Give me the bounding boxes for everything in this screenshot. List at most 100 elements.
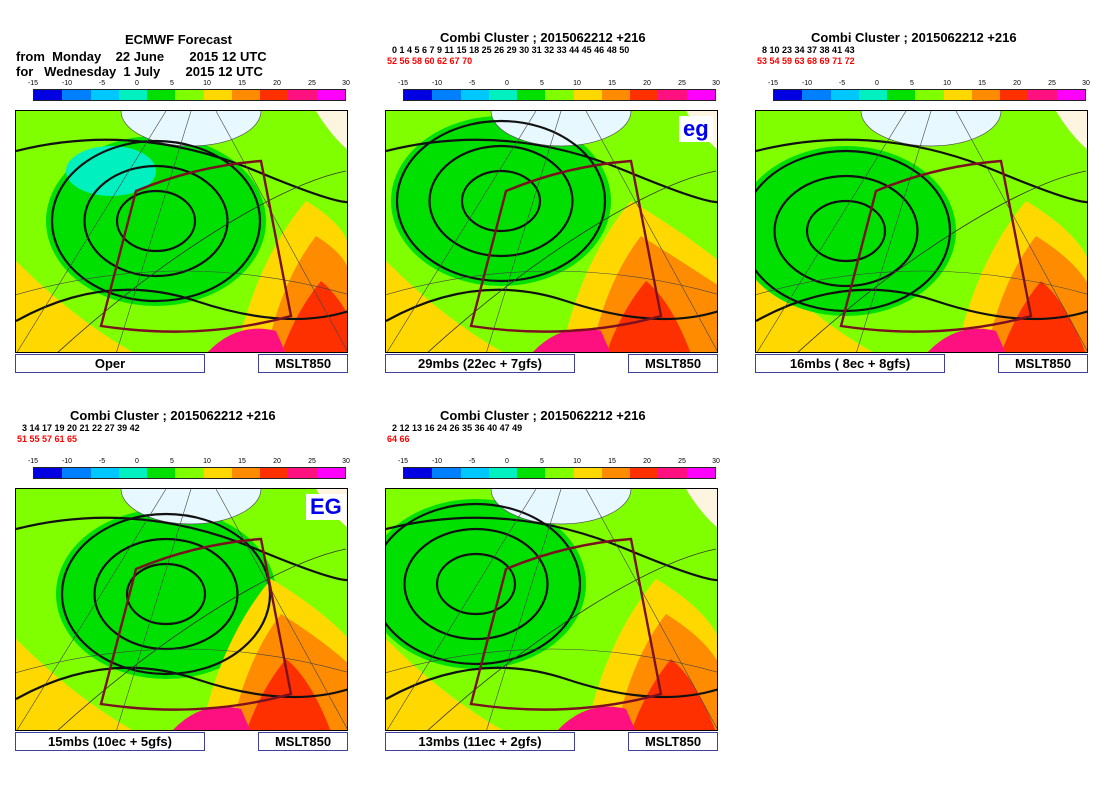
map-panel bbox=[385, 488, 718, 731]
scale-swatch bbox=[147, 468, 176, 478]
cluster-domain bbox=[99, 159, 293, 333]
scale-swatch bbox=[887, 90, 916, 100]
scale-swatch bbox=[231, 90, 261, 100]
scale-swatch bbox=[34, 90, 63, 100]
scale-swatch bbox=[601, 468, 631, 478]
isobar bbox=[386, 288, 717, 322]
scale-swatch bbox=[260, 90, 289, 100]
panel3-members-red: 53 54 59 63 68 69 71 72 bbox=[757, 56, 855, 66]
panel5-field: MSLT850 bbox=[628, 732, 718, 751]
scale-swatch bbox=[260, 468, 289, 478]
map-panel bbox=[15, 110, 348, 353]
scale-swatch bbox=[316, 468, 345, 478]
weather-map bbox=[386, 489, 717, 730]
temperature-field bbox=[631, 659, 716, 730]
scale-swatch bbox=[488, 468, 518, 478]
scale-tick-label: 15 bbox=[608, 458, 616, 465]
scale-swatch bbox=[915, 90, 944, 100]
map-panel bbox=[15, 488, 348, 731]
scale-tick-label: 20 bbox=[643, 458, 651, 465]
isobar bbox=[428, 144, 574, 258]
scale-swatch bbox=[404, 468, 433, 478]
graticule bbox=[386, 489, 717, 730]
scale-swatch bbox=[460, 468, 489, 478]
weather-map bbox=[16, 111, 347, 352]
graticule bbox=[16, 648, 347, 674]
temperature-field bbox=[56, 509, 276, 679]
scale-swatch bbox=[62, 90, 91, 100]
map-panel bbox=[385, 110, 718, 353]
forecast-valid-line: for Wednesday 1 July 2015 12 UTC bbox=[16, 64, 263, 79]
scale-swatch bbox=[118, 468, 148, 478]
land-patch bbox=[316, 111, 347, 150]
scale-tick-label: 5 bbox=[540, 458, 544, 465]
scale-tick-label: -5 bbox=[468, 458, 476, 465]
temperature-contour bbox=[57, 548, 347, 730]
isobar bbox=[60, 512, 272, 676]
temperature-field bbox=[557, 706, 636, 730]
graticule bbox=[386, 270, 717, 296]
weather-map bbox=[16, 489, 347, 730]
panel3-field: MSLT850 bbox=[998, 354, 1088, 373]
isobar bbox=[115, 189, 197, 253]
graticule bbox=[386, 111, 717, 352]
scale-swatch bbox=[175, 90, 204, 100]
panel3-members: 8 10 23 34 37 38 41 43 bbox=[762, 45, 855, 55]
panel5-title: Combi Cluster ; 2015062212 +216 bbox=[440, 408, 646, 423]
graticule bbox=[386, 648, 717, 674]
panel2-caption: 29mbs (22ec + 7gfs) bbox=[385, 354, 575, 373]
land-patch bbox=[686, 489, 717, 528]
cluster-tag: eg bbox=[679, 116, 713, 142]
scale-swatch bbox=[288, 90, 317, 100]
panel4-members: 3 14 17 19 20 21 22 27 39 42 bbox=[22, 423, 140, 433]
temperature-field bbox=[172, 706, 251, 730]
scale-swatch bbox=[1056, 90, 1085, 100]
polar-cap bbox=[490, 489, 632, 525]
scale-tick-label: 30 bbox=[712, 458, 720, 465]
isobar bbox=[756, 288, 1087, 322]
isobar bbox=[805, 199, 887, 263]
temperature-field bbox=[281, 281, 347, 352]
scale-tick-label: 10 bbox=[943, 80, 951, 87]
panel2-field: MSLT850 bbox=[628, 354, 718, 373]
land-patch bbox=[1056, 111, 1087, 150]
scale-swatch bbox=[288, 468, 317, 478]
scale-swatch bbox=[62, 468, 91, 478]
isobar bbox=[435, 552, 517, 616]
forecast-from-line: from Monday 22 June 2015 12 UTC bbox=[16, 49, 267, 64]
panel5-caption: 13mbs (11ec + 2gfs) bbox=[385, 732, 575, 751]
weather-map bbox=[386, 111, 717, 352]
scale-tick-label: 0 bbox=[505, 458, 509, 465]
isobar bbox=[386, 666, 717, 700]
temperature-contour bbox=[427, 548, 717, 730]
scale-swatch bbox=[630, 468, 659, 478]
isobar bbox=[16, 516, 347, 582]
scale-tick-label: -5 bbox=[838, 80, 846, 87]
colour-scale: -15 -10 -5 0 5 10 15 20 25 30 bbox=[768, 80, 1090, 103]
graticule bbox=[16, 111, 347, 352]
scale-swatch bbox=[90, 90, 119, 100]
isobar bbox=[16, 666, 347, 700]
panel2-members-red: 52 56 58 60 62 67 70 bbox=[387, 56, 473, 66]
scale-tick-label: -15 bbox=[397, 80, 409, 87]
isobar bbox=[386, 138, 717, 204]
scale-swatch bbox=[34, 468, 63, 478]
scale-swatch bbox=[658, 468, 687, 478]
scale-swatch bbox=[517, 468, 546, 478]
isobar bbox=[395, 119, 607, 283]
panel4-members-red: 51 55 57 61 65 bbox=[17, 434, 78, 444]
scale-tick-label: 10 bbox=[573, 80, 581, 87]
scale-tick-label: 15 bbox=[608, 80, 616, 87]
scale-swatch bbox=[802, 90, 831, 100]
panel1-field: MSLT850 bbox=[258, 354, 348, 373]
graticule bbox=[756, 111, 1087, 352]
scale-tick-label: 0 bbox=[135, 80, 139, 87]
temperature-contour bbox=[797, 170, 1087, 352]
isobar bbox=[756, 138, 1087, 204]
scale-tick-label: -5 bbox=[98, 458, 106, 465]
panel3-title: Combi Cluster ; 2015062212 +216 bbox=[811, 30, 1017, 45]
scale-tick-label: -10 bbox=[61, 80, 73, 87]
scale-swatch bbox=[432, 468, 461, 478]
temperature-field bbox=[66, 146, 156, 196]
scale-tick-label: 5 bbox=[910, 80, 914, 87]
